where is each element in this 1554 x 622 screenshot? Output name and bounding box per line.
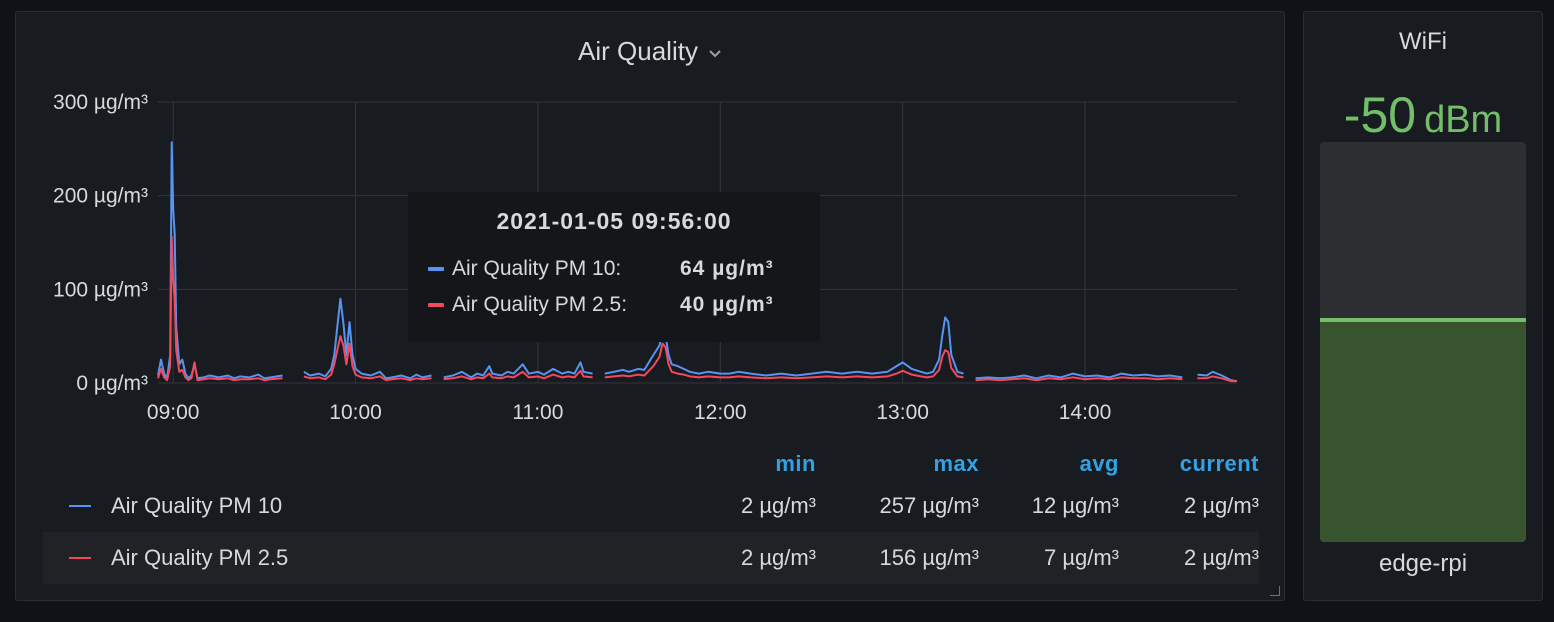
wifi-signal-number: -50 xyxy=(1343,87,1417,143)
series-line-air-quality-pm-10 xyxy=(604,316,964,377)
tooltip-swatch-pm10 xyxy=(428,267,444,271)
x-tick-label: 12:00 xyxy=(694,401,747,424)
wifi-signal-unit: dBm xyxy=(1424,99,1503,141)
legend-series-cell: Air Quality PM 10 xyxy=(43,493,653,519)
y-tick-label: 200 µg/m³ xyxy=(53,185,148,208)
series-line-air-quality-pm-2-5 xyxy=(157,235,283,382)
legend-header-row: min max avg current xyxy=(43,448,1259,480)
wifi-bar-gauge xyxy=(1320,142,1526,542)
tooltip-series-name: Air Quality PM 10: xyxy=(452,257,622,280)
wifi-signal-value: -50 dBm xyxy=(1304,86,1542,144)
legend-swatch-pm10[interactable] xyxy=(69,505,91,507)
air-quality-panel: Air Quality 0 µg/m³ 100 µg/m³ 200 µg/m³ 300… xyxy=(15,11,1285,601)
legend-max-value: 156 µg/m³ xyxy=(879,545,980,570)
tooltip-row-pm25: Air Quality PM 2.5: 40 µg/m³ xyxy=(428,287,800,323)
x-tick-label: 10:00 xyxy=(329,401,382,424)
tooltip-series-value: 40 µg/m³ xyxy=(680,293,774,316)
legend-min-value: 2 µg/m³ xyxy=(740,493,816,518)
series-line-air-quality-pm-10 xyxy=(975,372,1183,380)
legend-header-max[interactable]: max xyxy=(933,451,979,476)
wifi-panel-title[interactable]: WiFi xyxy=(1399,28,1447,55)
legend-header-current[interactable]: current xyxy=(1179,451,1259,476)
series-line-air-quality-pm-10 xyxy=(443,361,593,379)
panel-resize-handle[interactable] xyxy=(1270,586,1280,596)
chevron-down-icon[interactable] xyxy=(708,49,722,59)
series-line-air-quality-pm-2-5 xyxy=(1197,375,1237,383)
legend-max-value: 257 µg/m³ xyxy=(879,493,980,518)
legend-row-pm25[interactable]: Air Quality PM 2.5 2 µg/m³ 156 µg/m³ 7 µ… xyxy=(43,532,1259,584)
x-tick-label: 13:00 xyxy=(876,401,929,424)
tooltip-series-value: 64 µg/m³ xyxy=(680,257,774,280)
tooltip-time: 2021-01-05 09:56:00 xyxy=(496,208,732,234)
tooltip-row-pm10: Air Quality PM 10: 64 µg/m³ xyxy=(428,251,800,287)
legend-avg-value: 7 µg/m³ xyxy=(1043,545,1119,570)
x-tick-label: 14:00 xyxy=(1059,401,1112,424)
tooltip-swatch-pm25 xyxy=(428,303,444,307)
tooltip-series-name: Air Quality PM 2.5: xyxy=(452,293,628,316)
chart-tooltip: 2021-01-05 09:56:00 Air Quality PM 10: 6… xyxy=(408,192,820,342)
legend-min-value: 2 µg/m³ xyxy=(740,545,816,570)
air-quality-panel-header[interactable]: Air Quality xyxy=(16,36,1284,67)
legend-current-value: 2 µg/m³ xyxy=(1183,545,1259,570)
legend-swatch-pm25[interactable] xyxy=(69,557,91,559)
wifi-panel: WiFi -50 dBm edge-rpi xyxy=(1303,11,1543,601)
legend-current-value: 2 µg/m³ xyxy=(1183,493,1259,518)
y-tick-label: 100 µg/m³ xyxy=(53,278,148,301)
y-tick-label: 300 µg/m³ xyxy=(53,91,148,114)
wifi-device-name: edge-rpi xyxy=(1378,550,1468,577)
legend-header-min[interactable]: min xyxy=(775,451,816,476)
series-line-air-quality-pm-2-5 xyxy=(303,335,432,382)
legend-avg-value: 12 µg/m³ xyxy=(1031,493,1119,518)
legend-series-name[interactable]: Air Quality PM 10 xyxy=(111,493,283,518)
wifi-bar-gauge-fill xyxy=(1320,318,1526,542)
y-tick-label: 0 µg/m³ xyxy=(76,372,148,395)
x-tick-label: 09:00 xyxy=(147,401,200,424)
legend-series-name[interactable]: Air Quality PM 2.5 xyxy=(111,545,289,570)
series-line-air-quality-pm-2-5 xyxy=(443,369,593,381)
air-quality-panel-title[interactable]: Air Quality xyxy=(578,36,698,66)
series-line-air-quality-pm-10 xyxy=(303,297,432,380)
chart-legend-table: min max avg current Air Quality PM 10 2 … xyxy=(43,448,1259,584)
legend-header-avg[interactable]: avg xyxy=(1079,451,1119,476)
x-tick-label: 11:00 xyxy=(512,401,563,424)
series-line-air-quality-pm-2-5 xyxy=(975,376,1183,382)
legend-series-cell: Air Quality PM 2.5 xyxy=(43,545,653,571)
air-quality-chart[interactable]: 0 µg/m³ 100 µg/m³ 200 µg/m³ 300 µg/m³ 09:00 1… xyxy=(16,12,1284,432)
series-line-air-quality-pm-2-5 xyxy=(604,342,964,380)
legend-row-pm10[interactable]: Air Quality PM 10 2 µg/m³ 257 µg/m³ 12 µ… xyxy=(43,480,1259,532)
